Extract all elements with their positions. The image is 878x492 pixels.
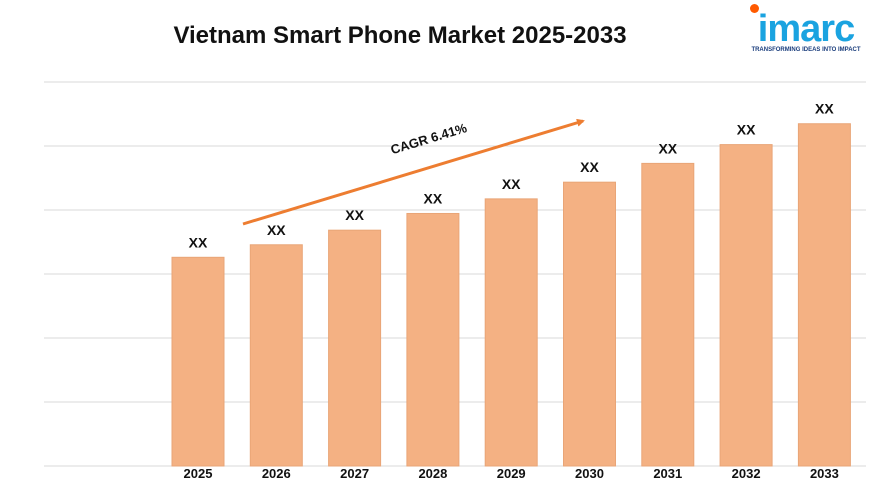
logo-dot-icon <box>750 4 759 13</box>
data-label-2029: XX <box>502 176 521 192</box>
chart-title: Vietnam Smart Phone Market 2025-2033 <box>173 22 627 49</box>
data-label-2032: XX <box>737 122 756 138</box>
bar-2026 <box>249 244 303 467</box>
bar-2031 <box>641 162 695 467</box>
data-labels: XX XX XX XX XX XX XX XX XX <box>189 101 835 251</box>
x-tick-2031: 2031 <box>653 466 682 481</box>
data-label-2031: XX <box>658 140 677 156</box>
bar-2027 <box>328 229 382 467</box>
x-tick-2027: 2027 <box>340 466 369 481</box>
bar-2029 <box>484 198 538 467</box>
data-label-2028: XX <box>424 190 443 206</box>
x-tick-labels: 2025 2026 2027 2028 2029 2030 2031 2032 2033 <box>184 466 839 481</box>
data-label-2026: XX <box>267 222 286 238</box>
x-tick-2032: 2032 <box>732 466 761 481</box>
bar-2028 <box>406 212 460 467</box>
x-tick-2025: 2025 <box>184 466 213 481</box>
cagr-label: CAGR 6.41% <box>389 120 469 157</box>
data-label-2030: XX <box>580 159 599 175</box>
x-tick-2026: 2026 <box>262 466 291 481</box>
imarc-logo: imarc TRANSFORMING IDEAS INTO IMPACT <box>744 2 868 60</box>
x-tick-2033: 2033 <box>810 466 839 481</box>
bar-2032 <box>719 144 773 467</box>
logo-tagline: TRANSFORMING IDEAS INTO IMPACT <box>751 47 861 53</box>
x-tick-2028: 2028 <box>418 466 447 481</box>
data-label-2025: XX <box>189 234 208 250</box>
data-label-2027: XX <box>345 207 364 223</box>
data-label-2033: XX <box>815 101 834 117</box>
logo-wordmark: imarc <box>757 8 855 50</box>
bars <box>171 123 851 467</box>
x-tick-2030: 2030 <box>575 466 604 481</box>
bar-2025 <box>171 256 225 467</box>
x-tick-2029: 2029 <box>497 466 526 481</box>
bar-2030 <box>563 181 616 467</box>
cagr-arrow <box>242 118 585 226</box>
bar-2033 <box>797 123 851 467</box>
